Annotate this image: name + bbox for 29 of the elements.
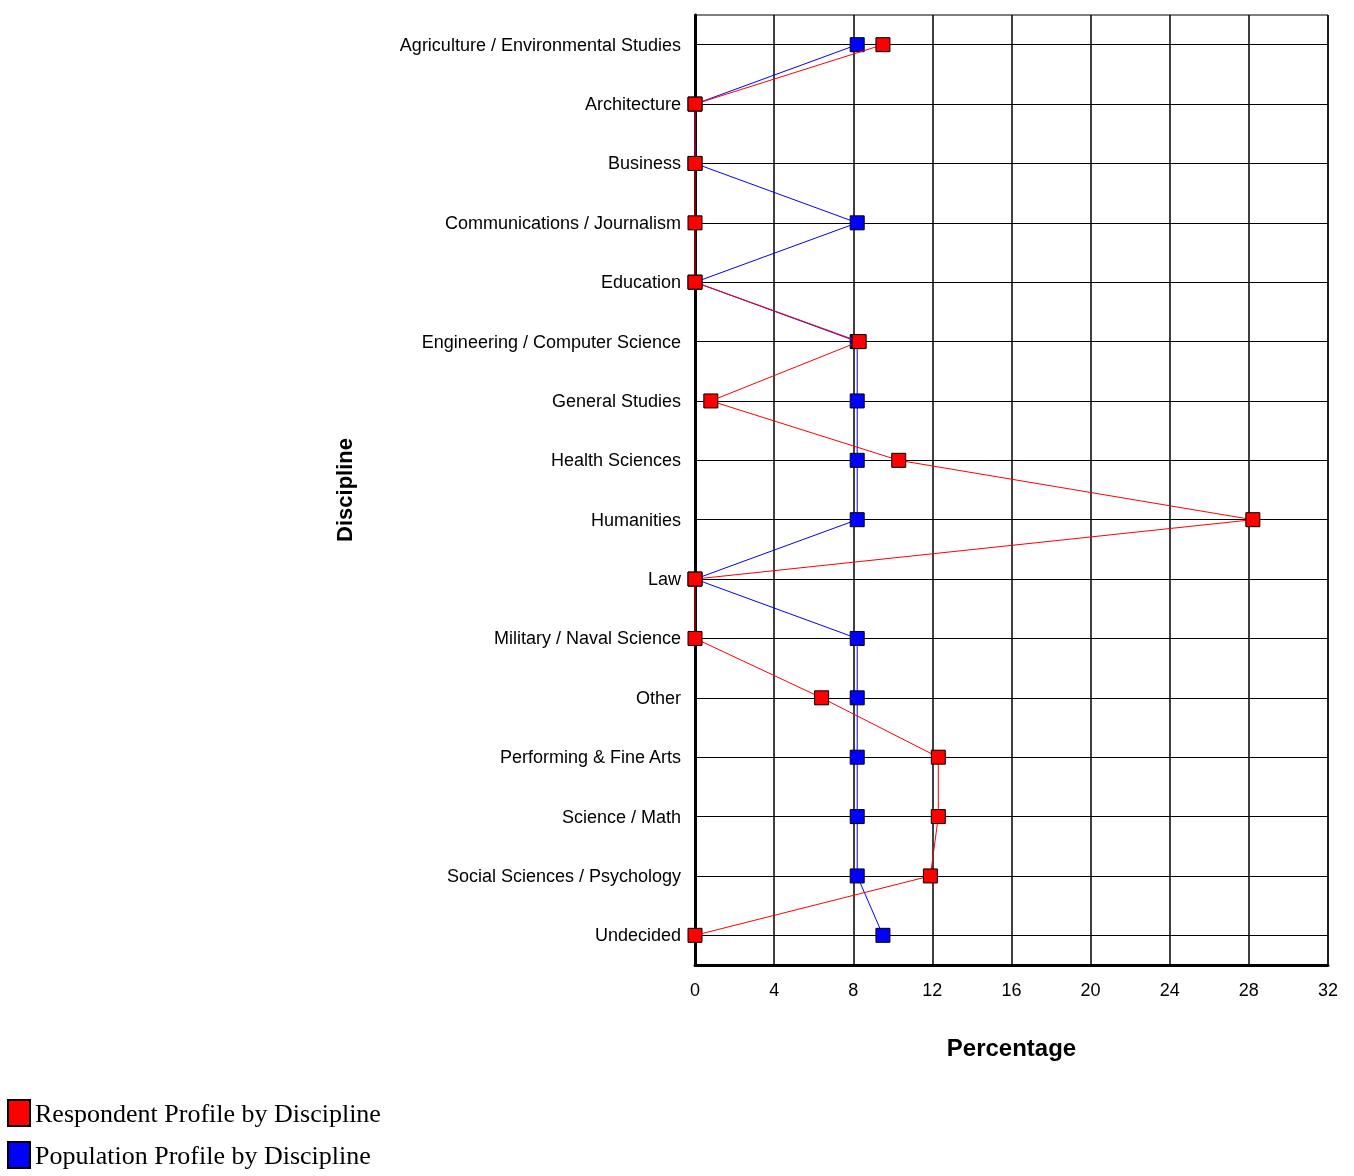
x-tick-label: 28: [1238, 980, 1259, 1000]
y-tick-label: Other: [635, 687, 681, 708]
x-tick-label: 8: [848, 980, 859, 1000]
x-axis-title: Percentage: [946, 1033, 1077, 1061]
y-axis-title: Discipline: [331, 438, 357, 542]
x-tick-label: 16: [1001, 980, 1022, 1000]
y-tick-label: Education: [600, 272, 681, 293]
legend-label: Respondent Profile by Discipline: [35, 1098, 381, 1128]
y-tick-label: Humanities: [590, 509, 681, 530]
y-tick-label: Business: [607, 153, 681, 174]
x-tick-label: 4: [769, 980, 780, 1000]
y-tick-label: Performing & Fine Arts: [499, 747, 681, 768]
y-tick-label: General Studies: [551, 390, 681, 411]
x-tick-label: 32: [1317, 980, 1339, 1000]
y-tick-label: Communications / Journalism: [444, 212, 681, 233]
y-tick-label: Science / Math: [561, 806, 681, 827]
y-tick-label: Social Sciences / Psychology: [446, 865, 681, 886]
y-tick-label: Architecture: [584, 94, 681, 115]
y-tick-label: Health Sciences: [550, 450, 681, 471]
x-tick-label: 0: [689, 980, 701, 1000]
y-tick-label: Agriculture / Environmental Studies: [399, 34, 681, 55]
legend-label: Population Profile by Discipline: [35, 1140, 371, 1170]
y-tick-label: Military / Naval Science: [493, 628, 681, 649]
y-tick-label: Undecided: [594, 925, 681, 946]
x-tick-label: 20: [1080, 980, 1101, 1000]
x-tick-label: 12: [922, 980, 943, 1000]
y-tick-label: Engineering / Computer Science: [421, 331, 681, 352]
y-tick-label: Law: [647, 569, 682, 590]
x-tick-label: 24: [1159, 980, 1180, 1000]
